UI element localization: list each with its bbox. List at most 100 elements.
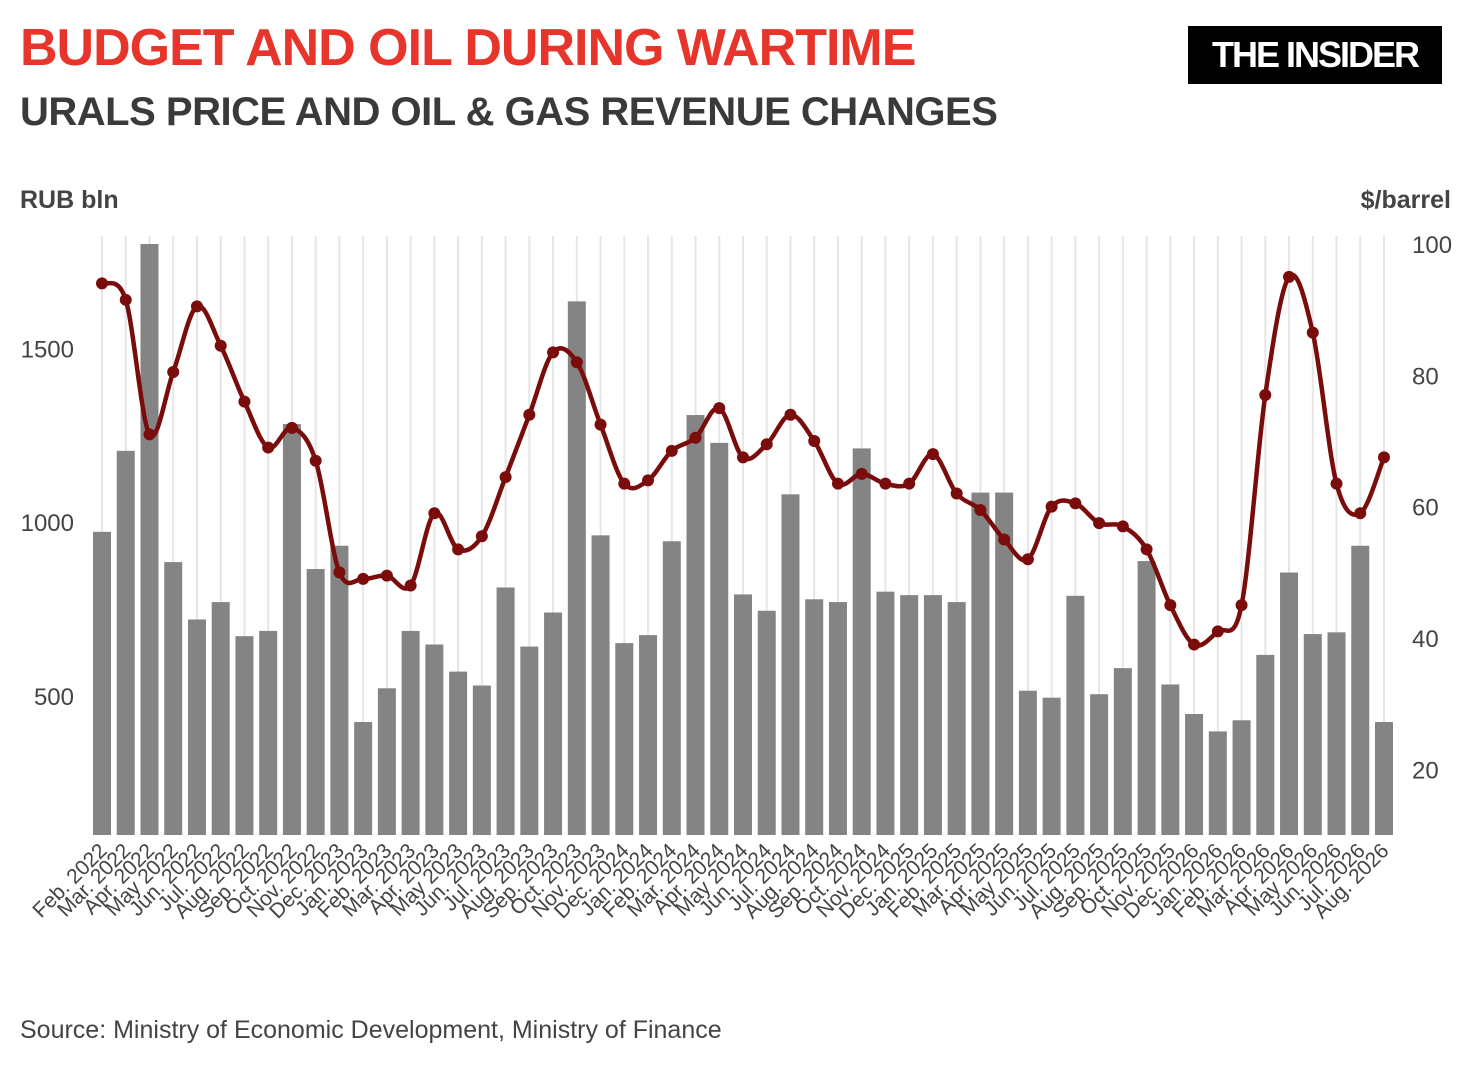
line-point — [262, 441, 275, 454]
line-point — [1069, 497, 1082, 510]
bar — [1042, 697, 1061, 835]
bar — [781, 494, 800, 835]
line-point — [285, 421, 298, 434]
bar — [662, 541, 681, 835]
line-point — [380, 569, 393, 582]
bar — [93, 531, 111, 835]
line-point — [1211, 625, 1224, 638]
line-point — [309, 454, 322, 467]
bar — [615, 643, 634, 835]
line-point — [950, 487, 963, 500]
line-point — [1330, 477, 1343, 490]
bar — [140, 244, 159, 835]
line-point — [452, 543, 465, 556]
line-point — [879, 477, 892, 490]
bar — [401, 630, 420, 835]
bar — [449, 671, 468, 835]
line-point — [784, 408, 797, 421]
bar — [1185, 714, 1204, 835]
bar — [1280, 572, 1299, 835]
left-axis-ticks: 500 1000 1500 — [21, 336, 74, 711]
left-axis-label: RUB bln — [20, 186, 119, 214]
bar — [211, 602, 230, 835]
line-point — [1045, 500, 1058, 513]
line-point — [594, 418, 607, 431]
line-point — [831, 477, 844, 490]
right-tick-label: 20 — [1412, 757, 1439, 784]
right-tick-label: 80 — [1412, 363, 1439, 390]
bar — [1161, 684, 1180, 835]
right-tick-label: 100 — [1412, 232, 1452, 259]
bar — [187, 619, 206, 835]
brand-logo: THE INSIDER — [1188, 26, 1442, 84]
line-point — [1188, 638, 1201, 651]
line-point — [665, 444, 678, 457]
bar — [1303, 634, 1322, 835]
line-point — [333, 566, 346, 579]
line-point — [1259, 389, 1272, 402]
line-point — [547, 346, 560, 359]
bar — [1256, 654, 1275, 835]
line-point — [523, 408, 536, 421]
bar — [971, 492, 990, 835]
line-point — [570, 356, 583, 369]
line-point — [903, 477, 916, 490]
bar — [472, 685, 491, 835]
bar — [757, 610, 776, 835]
line-point — [618, 477, 631, 490]
line-point — [855, 467, 868, 480]
bar — [876, 591, 895, 835]
bar — [828, 602, 847, 835]
line-point — [642, 474, 655, 487]
line-point — [689, 431, 702, 444]
line-point — [808, 435, 821, 447]
right-axis-ticks: 20 40 60 80 100 — [1412, 232, 1452, 784]
bar — [734, 594, 752, 835]
bar — [686, 415, 705, 835]
bar — [1351, 545, 1370, 835]
bar — [235, 636, 254, 835]
bar — [1090, 694, 1109, 835]
line-point — [167, 366, 180, 379]
bar — [377, 688, 396, 835]
line-point — [357, 572, 370, 585]
bar — [1018, 690, 1037, 835]
bar — [1208, 731, 1227, 835]
line-point — [143, 428, 156, 441]
bar — [591, 535, 610, 835]
bar — [852, 448, 871, 835]
right-tick-label: 60 — [1412, 495, 1439, 522]
bar — [923, 595, 942, 835]
bar-series — [93, 244, 1393, 835]
line-point — [737, 451, 749, 464]
bar — [520, 646, 539, 835]
bar — [805, 599, 824, 835]
line-point — [499, 471, 512, 484]
bar — [330, 545, 349, 835]
line-point — [1021, 553, 1034, 566]
bar — [544, 612, 563, 835]
line-point — [1116, 520, 1129, 533]
line-point — [404, 579, 417, 592]
line-point — [238, 395, 251, 408]
line-point — [190, 300, 203, 313]
line-point — [1283, 270, 1296, 283]
bar — [639, 635, 658, 835]
bar — [900, 595, 919, 835]
line-point — [974, 503, 987, 516]
line-point — [1354, 507, 1367, 520]
line-point — [1378, 451, 1390, 464]
bar — [282, 424, 301, 835]
bar — [567, 301, 586, 835]
chart-title: BUDGET AND OIL DURING WARTIME — [20, 19, 916, 77]
line-point — [1164, 599, 1177, 612]
source-note: Source: Ministry of Economic Development… — [20, 1016, 722, 1044]
line-point — [1140, 543, 1153, 556]
bar — [116, 450, 135, 835]
right-axis-label: $/barrel — [1360, 186, 1451, 214]
bar — [1232, 720, 1251, 835]
line-point — [998, 533, 1011, 546]
line-point — [96, 277, 108, 290]
